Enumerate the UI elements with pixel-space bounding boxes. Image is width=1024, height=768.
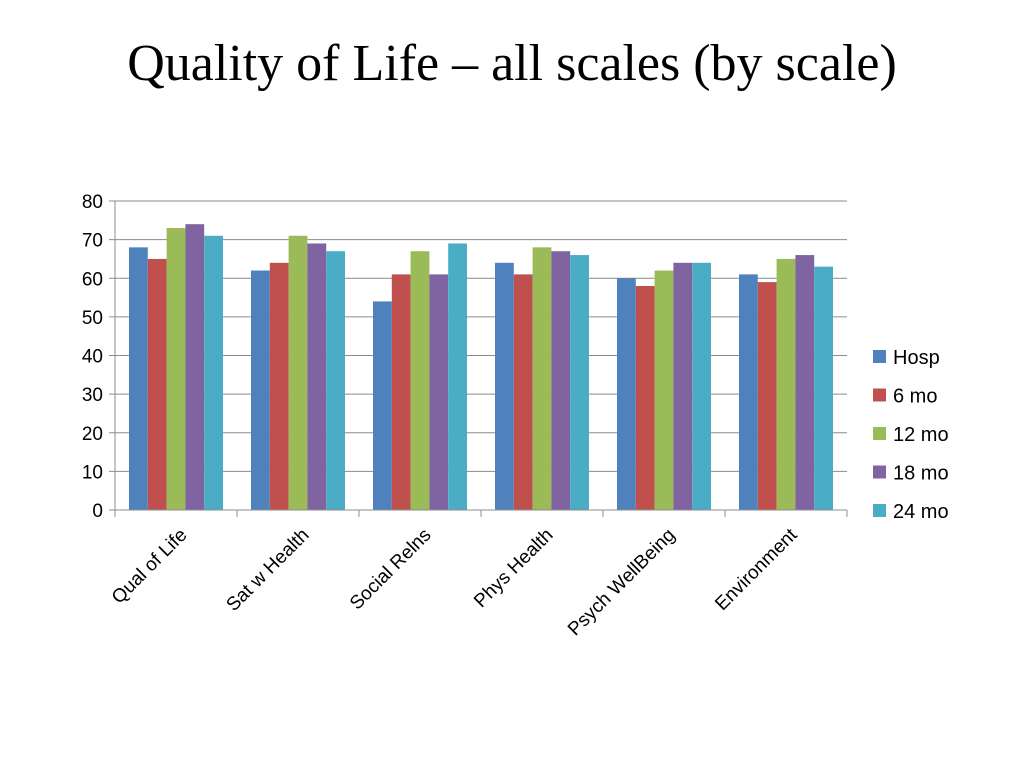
bar	[288, 235, 308, 510]
x-category-label: Phys Health	[470, 525, 557, 612]
gridlines	[115, 200, 847, 472]
legend-label: 24 mo	[893, 501, 949, 523]
bar	[551, 251, 571, 510]
y-tick-label: 60	[82, 269, 103, 290]
x-category-label: Sat w Health	[223, 525, 314, 616]
bar	[739, 274, 758, 510]
x-category-label: Psych WellBeing	[564, 525, 679, 640]
bar	[147, 258, 167, 510]
bar	[410, 251, 430, 510]
bar	[532, 247, 552, 510]
x-category-label: Environment	[711, 524, 802, 615]
legend-swatch	[873, 465, 886, 479]
legend-label: 18 mo	[893, 463, 949, 485]
x-category-label: Qual of Life	[108, 525, 192, 609]
legend-swatch	[873, 350, 886, 363]
bar	[673, 262, 693, 510]
bar	[204, 235, 223, 510]
bar	[617, 278, 636, 510]
bar	[185, 224, 205, 510]
y-tick-label: 30	[82, 385, 103, 406]
legend-swatch	[873, 427, 886, 440]
bar	[448, 243, 467, 511]
bar	[692, 262, 711, 510]
bar	[251, 270, 270, 510]
bar	[326, 251, 345, 510]
bar	[269, 262, 289, 510]
y-tick-label: 40	[82, 347, 103, 368]
bar	[776, 258, 796, 510]
legend-swatch	[873, 388, 886, 402]
legend-label: Hosp	[893, 347, 940, 369]
y-tick-label: 80	[82, 192, 103, 213]
bar	[391, 274, 411, 510]
bar	[570, 255, 589, 510]
y-axis-ticks: 0 10 20 30 40 50 60 70 80	[82, 192, 115, 522]
x-category-label: Social Relns	[346, 525, 436, 615]
bars	[129, 224, 833, 511]
legend: Hosp 6 mo 12 mo 18 mo 24 mo	[873, 347, 949, 523]
legend-swatch	[873, 504, 886, 517]
y-tick-label: 0	[92, 501, 103, 522]
bar	[429, 274, 449, 510]
bar	[757, 282, 777, 510]
y-tick-label: 20	[82, 424, 103, 445]
bar	[654, 270, 674, 510]
bar	[513, 274, 533, 510]
legend-label: 6 mo	[893, 386, 937, 408]
bar	[495, 262, 514, 510]
y-tick-label: 70	[82, 231, 103, 252]
axes	[114, 201, 848, 517]
y-tick-label: 10	[82, 462, 103, 483]
bar	[814, 266, 833, 510]
slide-title: Quality of Life – all scales (by scale)	[127, 35, 897, 92]
bar	[635, 285, 655, 510]
bar	[795, 255, 815, 510]
bar	[166, 228, 186, 511]
x-axis-labels: Qual of Life Sat w Health Social Relns Phys…	[108, 524, 802, 640]
bar	[129, 247, 148, 510]
bar	[307, 243, 327, 511]
y-tick-label: 50	[82, 308, 103, 329]
legend-label: 12 mo	[893, 424, 949, 446]
bar	[373, 301, 392, 510]
